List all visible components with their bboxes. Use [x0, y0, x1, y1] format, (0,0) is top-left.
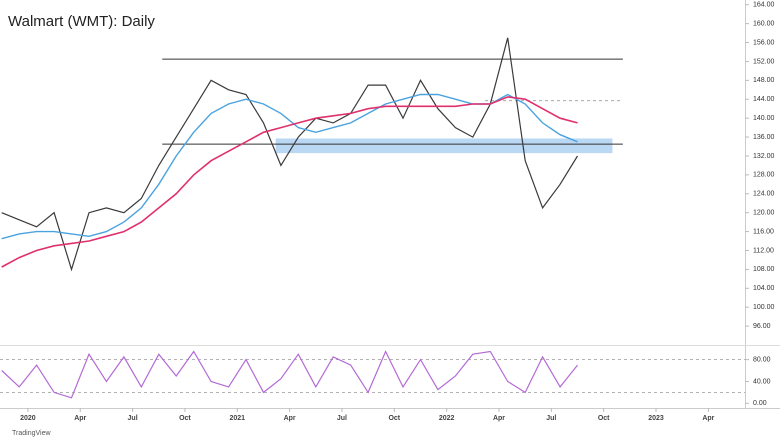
y-tick-label: 104.00: [753, 285, 775, 292]
y-tick-label: 132.00: [753, 153, 775, 160]
series-line: [1, 37, 579, 272]
y-tick-label: 124.00: [753, 191, 775, 198]
x-tick-label: Apr: [284, 415, 296, 422]
x-tick-label: Apr: [493, 415, 505, 422]
x-tick-label: Jul: [546, 415, 556, 422]
x-tick-label: Apr: [702, 415, 714, 422]
y-tick-label: 0.00: [753, 400, 767, 407]
y-tick-label: 128.00: [753, 172, 775, 179]
y-tick-label: 112.00: [753, 247, 774, 254]
x-tick-label: Apr: [74, 415, 86, 422]
x-tick-label: Jul: [337, 415, 347, 422]
y-tick-label: 160.00: [753, 20, 775, 27]
x-tick-label: 2020: [20, 415, 36, 422]
y-tick-label: 120.00: [753, 210, 775, 217]
y-tick-label: 80.00: [753, 356, 771, 363]
y-tick-label: 164.00: [753, 2, 775, 9]
x-tick-label: Jul: [128, 415, 138, 422]
series-line: [1, 350, 578, 399]
x-tick-label: Oct: [598, 415, 610, 422]
y-tick-label: 108.00: [753, 266, 775, 273]
chart-title: Walmart (WMT): Daily: [8, 13, 155, 30]
y-tick-label: 100.00: [753, 304, 775, 311]
watermark: TradingView: [12, 430, 51, 437]
y-tick-label: 136.00: [753, 134, 775, 141]
y-tick-label: 140.00: [753, 115, 775, 122]
y-tick-label: 116.00: [753, 228, 774, 235]
x-tick-label: Oct: [179, 415, 191, 422]
x-tick-label: 2022: [439, 415, 455, 422]
x-tick-label: Oct: [388, 415, 400, 422]
zone: [275, 138, 613, 154]
y-tick-label: 148.00: [753, 77, 775, 84]
y-tick-label: 96.00: [753, 323, 771, 330]
y-tick-label: 144.00: [753, 96, 775, 103]
series-line: [1, 96, 578, 268]
y-tick-label: 40.00: [753, 378, 771, 385]
x-tick-label: 2021: [229, 415, 245, 422]
y-tick-label: 152.00: [753, 58, 775, 65]
x-tick-label: 2023: [648, 415, 664, 422]
y-tick-label: 156.00: [753, 39, 775, 46]
